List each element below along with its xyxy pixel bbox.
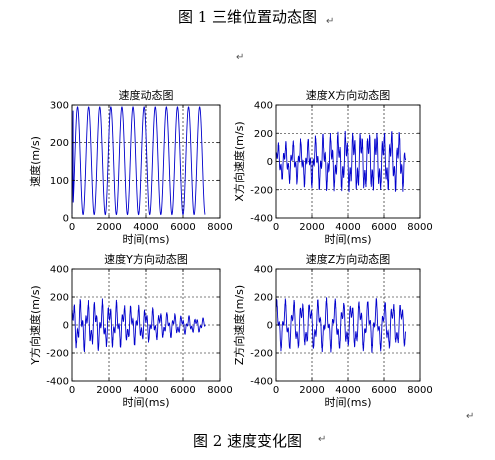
y-axis-label: X方向速度(m/s) [232,121,246,201]
y-tick-label: -200 [46,349,69,360]
y-tick-label: -200 [250,185,273,196]
x-tick-label: 6000 [170,385,195,396]
y-tick-label: -400 [250,214,273,225]
x-tick-label: 4000 [133,385,158,396]
y-tick-label: 400 [50,265,69,276]
chart-panel-1: 速度动态图 0 2000 4000 6000 8000 0 100 200 300 时间(ms) 速度… [28,88,233,246]
y-tick-label: 0 [63,321,69,332]
x-tick-label: 8000 [207,222,232,233]
chart-title: 速度Y方向动态图 [104,252,188,266]
x-axis-label: 时间(ms) [122,396,169,409]
x-tick-label: 4000 [133,222,158,233]
chart-title: 速度X方向动态图 [306,88,391,102]
x-tick-label: 6000 [170,222,195,233]
series-line-1 [275,297,407,353]
chart-title: 速度动态图 [119,88,174,102]
x-tick-label: 2000 [96,222,121,233]
y-tick-label: 0 [267,157,273,168]
y-tick-label: 0 [63,214,69,225]
y-tick-label: 200 [254,129,273,140]
x-axis-label: 时间(ms) [324,233,371,246]
x-tick-label: 6000 [371,385,396,396]
paragraph-mark-2: ↵ [466,411,475,422]
y-tick-label: 200 [50,138,69,149]
y-tick-label: -400 [250,377,273,388]
y-tick-label: -400 [46,377,69,388]
y-tick-label: -200 [250,349,273,360]
x-axis-label: 时间(ms) [324,396,371,409]
y-axis-label: Y方向速度(m/s) [28,285,42,365]
chart-panel-2: 速度X方向动态图 0 2000 4000 6000 8000 -400 -200 0 200 400… [232,88,433,246]
x-tick-label: 8000 [407,385,432,396]
paragraph-mark-3: ↵ [318,434,327,445]
y-tick-label: 0 [267,321,273,332]
x-tick-label: 0 [69,385,75,396]
x-tick-label: 2000 [299,385,324,396]
y-tick-label: 200 [254,293,273,304]
top-caption: 图 1 三维位置动态图 [177,8,318,26]
series-line-1 [275,130,407,193]
chart-panel-4: 速度Z方向动态图 0 2000 4000 6000 8000 -400 -200 0 200 400… [232,252,433,409]
x-tick-label: 0 [273,385,279,396]
x-axis-label: 时间(ms) [122,233,169,246]
x-tick-label: 2000 [299,222,324,233]
x-tick-label: 2000 [96,385,121,396]
paragraph-mark-4: ↵ [326,16,335,27]
y-tick-label: 100 [50,176,69,187]
y-tick-label: 200 [50,293,69,304]
x-tick-label: 8000 [207,385,232,396]
x-tick-label: 4000 [335,385,360,396]
x-tick-label: 0 [69,222,75,233]
x-tick-label: 6000 [371,222,396,233]
chart-panel-3: 速度Y方向动态图 0 2000 4000 6000 8000 -400 -200 0 200 400… [28,252,233,409]
bottom-caption: 图 2 速度变化图 [192,432,303,450]
x-tick-label: 4000 [335,222,360,233]
paragraph-mark-1: ↵ [236,52,245,63]
y-tick-label: 400 [254,101,273,112]
series-line-1 [71,298,206,353]
y-axis-label: Z方向速度(m/s) [232,285,246,365]
x-tick-label: 0 [273,222,279,233]
y-tick-label: 300 [50,101,69,112]
chart-title: 速度Z方向动态图 [306,252,391,266]
y-axis-label: 速度(m/s) [28,136,42,187]
x-tick-label: 8000 [407,222,432,233]
series-line-1 [71,106,206,216]
y-tick-label: 400 [254,265,273,276]
